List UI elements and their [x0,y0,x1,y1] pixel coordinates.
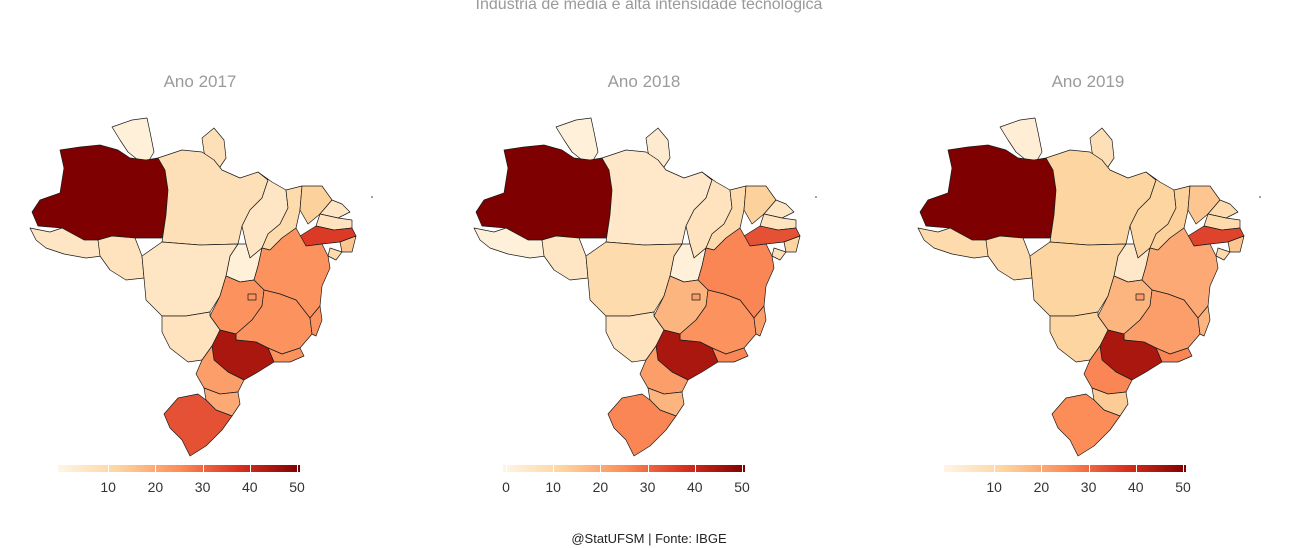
state-rs [607,393,677,457]
map-panel-2019: Ano 2019 [888,60,1288,505]
state-es [1197,305,1211,337]
panel-title: Ano 2019 [1051,72,1125,91]
legend-tick-mark [249,465,251,472]
state-rr [555,117,599,163]
state-rs [163,393,233,457]
state-rr [999,117,1043,163]
island-speck [1259,196,1261,198]
state-al [1227,235,1245,253]
island-speck [371,196,373,198]
legend-tick-mark [1041,465,1043,472]
state-al [339,235,357,253]
state-se [771,247,787,261]
legend-gradient-bar [58,465,300,472]
legend-tick-label: 20 [147,479,164,495]
legend-tick-label: 20 [1033,479,1050,495]
legend-tick-mark [155,465,157,472]
state-ro [97,235,145,281]
legend-tick-label: 30 [1080,479,1097,495]
brazil-map [917,117,1261,457]
brazil-map [473,117,817,457]
island-speck [815,196,817,198]
state-am [919,144,1057,241]
brazil-map [29,117,373,457]
legend-tick-label: 30 [639,479,656,495]
legend-gradient-bar [944,465,1186,472]
map-panel-2018: Ano 2018 [444,60,844,505]
state-pr [195,345,245,395]
legend-tick-mark [600,465,602,472]
legend-tick-label: 50 [734,479,750,495]
legend-tick-mark [742,465,743,472]
legend-tick-label: 30 [194,479,211,495]
legend-tick-mark [297,465,298,472]
state-se [1215,247,1231,261]
legend-tick-label: 40 [687,479,703,495]
panel-title: Ano 2018 [607,72,681,91]
legend-tick-label: 50 [289,479,305,495]
state-rn [763,199,795,219]
legend-tick-label: 10 [545,479,561,495]
legend-tick-label: 10 [100,479,116,495]
legend-tick-label: 0 [502,479,510,495]
panel-title: Ano 2017 [163,72,237,91]
state-al [783,235,801,253]
legend-tick-mark [647,465,649,472]
legend-tick-mark [108,465,110,472]
legend-tick-mark [506,465,507,472]
color-legend-2017: 10 20 30 40 50 [58,465,305,495]
legend-tick-label: 10 [986,479,1002,495]
state-am [31,144,169,241]
legend-tick-label: 40 [242,479,258,495]
legend-tick-mark [553,465,555,472]
legend-tick-label: 20 [592,479,609,495]
legend-tick-mark [1088,465,1090,472]
legend-tick-mark [1135,465,1137,472]
state-rn [1207,199,1239,219]
state-rs [1051,393,1121,457]
legend-gradient-bar [503,465,745,472]
state-se [327,247,343,261]
legend-tick-mark [202,465,204,472]
state-ro [985,235,1033,281]
legend-tick-label: 50 [1175,479,1191,495]
color-legend-2019: 10 20 30 40 50 [944,465,1191,495]
legend-tick-mark [694,465,696,472]
state-am [475,144,613,241]
legend-tick-mark [1183,465,1184,472]
legend-tick-mark [994,465,996,472]
source-caption: @StatUFSM | Fonte: IBGE [571,531,727,546]
state-pr [1083,345,1133,395]
state-es [309,305,323,337]
state-df [1135,293,1145,301]
map-panel-2017: Ano 2017 [0,60,400,505]
color-legend-2018: 0 10 20 30 40 50 [502,465,750,495]
state-rr [111,117,155,163]
chart-title: Indústria de média e alta intensidade te… [475,0,823,13]
state-df [691,293,701,301]
state-pr [639,345,689,395]
legend-tick-label: 40 [1128,479,1144,495]
state-ro [541,235,589,281]
state-rn [319,199,351,219]
state-df [247,293,257,301]
state-es [753,305,767,337]
